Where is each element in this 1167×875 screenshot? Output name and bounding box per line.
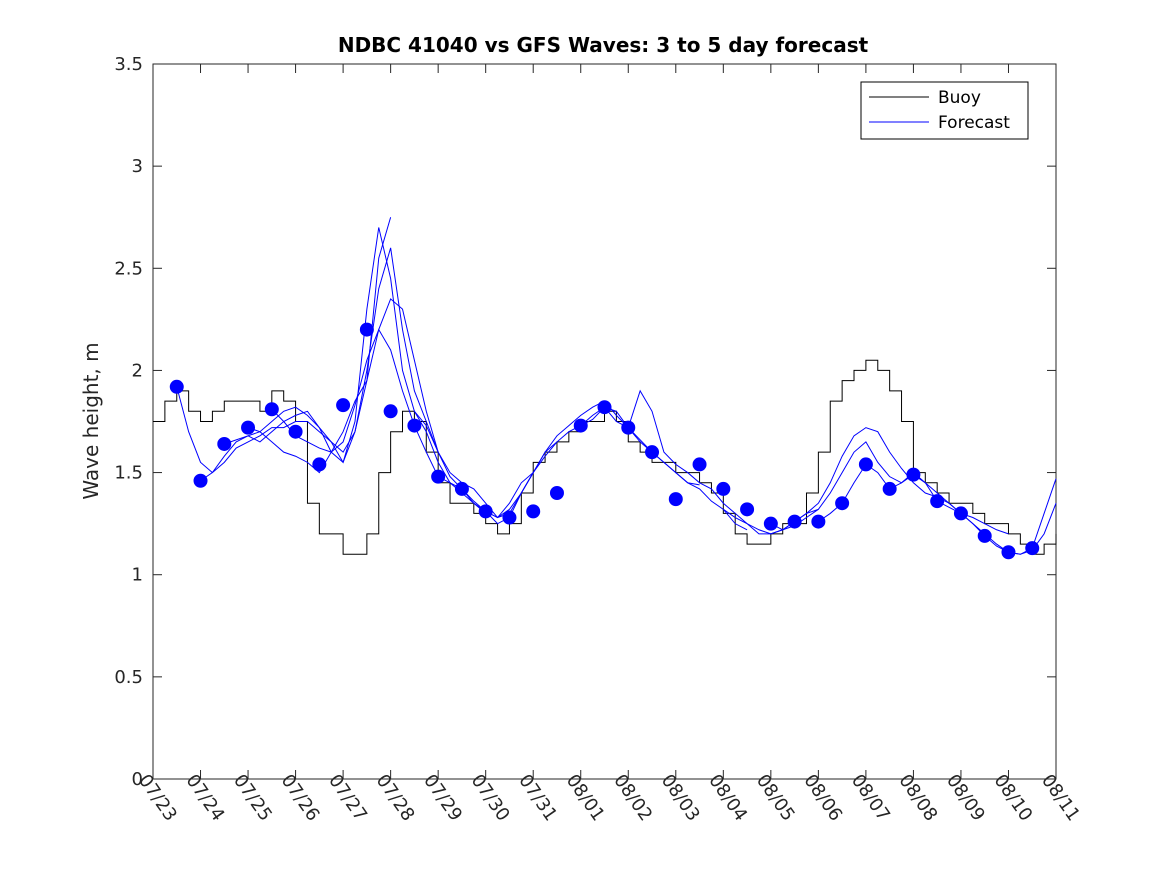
forecast-marker: [454, 481, 469, 496]
forecast-marker: [906, 467, 921, 482]
y-axis-label: Wave height, m: [79, 342, 103, 499]
forecast-marker: [882, 481, 897, 496]
forecast-marker: [811, 514, 826, 529]
forecast-marker: [977, 528, 992, 543]
forecast-marker: [858, 457, 873, 472]
forecast-marker: [573, 418, 588, 433]
y-tick-label: 0: [132, 769, 143, 790]
forecast-marker: [217, 436, 232, 451]
forecast-marker: [645, 445, 660, 460]
forecast-marker: [383, 404, 398, 419]
y-tick-label: 2.5: [114, 258, 143, 279]
forecast-marker: [336, 398, 351, 413]
chart-title: NDBC 41040 vs GFS Waves: 3 to 5 day fore…: [338, 33, 869, 57]
legend-buoy-label: Buoy: [938, 88, 981, 108]
y-tick-label: 2: [132, 360, 143, 381]
forecast-marker: [502, 510, 517, 525]
y-tick-label: 3: [132, 156, 143, 177]
y-tick-label: 1.5: [114, 463, 143, 484]
forecast-series-line: [247, 298, 534, 519]
forecast-marker: [526, 504, 541, 519]
forecast-marker: [288, 424, 303, 439]
forecast-marker: [193, 473, 208, 488]
forecast-marker: [1025, 541, 1040, 556]
forecast-marker: [549, 486, 564, 500]
legend-box: [860, 81, 1029, 140]
legend-forecast-label: Forecast: [938, 113, 1010, 133]
forecast-marker: [716, 481, 731, 496]
forecast-marker: [668, 492, 683, 507]
forecast-marker: [763, 516, 778, 531]
forecast-marker: [1001, 545, 1016, 560]
forecast-marker: [407, 418, 422, 433]
forecast-marker: [264, 402, 279, 417]
forecast-marker: [930, 494, 945, 509]
forecast-marker: [431, 469, 446, 484]
forecast-marker: [241, 420, 256, 435]
legend: Buoy Forecast: [860, 81, 1029, 140]
forecast-marker: [740, 502, 755, 517]
forecast-marker: [692, 457, 707, 472]
y-tick-label: 1: [132, 565, 143, 586]
forecast-marker: [597, 400, 612, 415]
forecast-marker: [312, 457, 327, 472]
forecast-marker: [953, 506, 968, 521]
forecast-marker: [621, 420, 636, 435]
plot-area: 00.511.522.533.507/23 07/24 07/25 07/26 07/2…: [114, 54, 1084, 825]
forecast-marker: [787, 514, 802, 529]
forecast-marker: [169, 379, 184, 394]
forecast-marker: [835, 496, 850, 511]
forecast-series-line: [485, 406, 748, 531]
y-tick-label: 3.5: [114, 54, 143, 75]
forecast-marker: [478, 504, 493, 519]
forecast-marker: [359, 322, 374, 337]
y-tick-label: 0.5: [114, 667, 143, 688]
forecast-series-line: [224, 227, 487, 514]
